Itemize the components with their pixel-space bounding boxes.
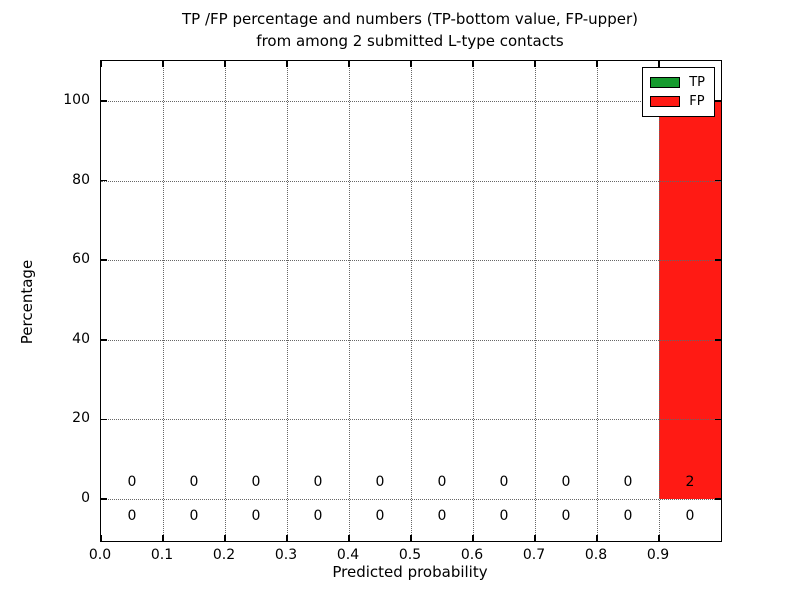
y-tickmark-right [715,498,721,500]
x-gridline [535,61,536,541]
chart-title-line2: from among 2 submitted L-type contacts [256,32,564,50]
x-tick-label: 0.5 [398,547,422,563]
y-tick-label: 80 [72,171,90,188]
tp-count-label: 0 [189,508,199,525]
x-tickmark-top [410,61,412,67]
x-tickmark-bottom [472,535,474,541]
x-gridline [349,61,350,541]
x-tickmark-top [472,61,474,67]
fp-count-label: 0 [561,473,571,490]
fp-legend-swatch-icon [650,96,681,107]
x-axis-label: Predicted probability [332,563,488,581]
x-gridline [225,61,226,541]
y-tickmark-left [101,339,107,341]
tp-legend-label: TP [689,75,705,90]
x-tickmark-top [534,61,536,67]
y-tickmark-right [715,179,721,182]
x-tick-label: 0.7 [522,547,546,563]
tp-count-label: 0 [437,508,447,525]
x-tickmark-top [596,61,598,67]
y-tick-label: 0 [81,490,90,506]
tp-count-label: 0 [623,508,633,525]
y-tickmark-left [101,418,107,421]
legend-item-fp: FP [650,92,705,111]
x-tickmark-top [348,61,350,67]
x-tickmark-top [224,61,226,67]
ticks-layer [100,61,721,541]
y-tick-label: 60 [72,251,90,268]
x-tick-label: 0.0 [88,547,112,563]
grid-layer [101,61,721,541]
x-tick-label: 0.1 [150,547,174,563]
x-tickmark-bottom [162,535,164,541]
tp-count-label: 0 [561,508,571,525]
x-tickmark-top [658,61,660,67]
x-tickmark-bottom [348,535,350,541]
tp-count-label: 0 [375,508,385,525]
chart-title-line1: TP /FP percentage and numbers (TP-bottom… [182,10,638,28]
fp-bar [659,101,721,499]
y-tickmark-right [715,259,721,261]
x-tickmark-top [162,61,164,67]
tp-count-label: 0 [251,508,261,525]
x-tickmark-bottom [286,535,288,541]
y-tickmark-right [715,418,721,421]
fp-count-label: 0 [251,473,261,490]
y-tickmark-left [101,259,107,261]
fp-count-label: 0 [437,473,447,490]
tp-legend-swatch-icon [650,77,681,88]
y-tickmark-left [101,498,107,500]
y-tick-label: 40 [72,330,90,347]
tp-count-label: 0 [499,508,509,525]
x-gridline [411,61,412,541]
x-tick-label: 0.9 [646,547,670,563]
x-gridline [287,61,288,541]
bars-layer [101,61,721,541]
count-labels-layer: 0 0 0 0 0 0 0 0 0 0 0 0 0 0 0 0 0 0 0 2 [101,61,721,541]
fp-count-label: 0 [375,473,385,490]
tp-count-label: 0 [127,508,137,525]
fp-count-label: 0 [189,473,199,490]
y-tickmark-right [715,339,721,341]
fp-count-label: 0 [127,473,137,490]
tp-count-label: 0 [685,508,695,525]
y-tickmark-left [101,100,107,102]
x-tickmark-bottom [596,535,598,541]
x-gridline [597,61,598,541]
fp-count-label: 0 [623,473,633,490]
legend: TP FP [642,67,715,117]
x-gridline [473,61,474,541]
x-tick-label: 0.2 [212,547,236,563]
x-gridline [659,61,660,541]
x-tickmark-bottom [658,535,660,541]
x-tick-label: 0.4 [336,547,360,563]
x-tickmark-top [286,61,288,67]
fp-count-label: 2 [685,473,695,490]
x-tick-label: 0.6 [460,547,484,563]
legend-item-tp: TP [650,73,705,92]
x-tickmark-bottom [410,535,412,541]
x-gridline [163,61,164,541]
tp-count-label: 0 [313,508,323,525]
fp-count-label: 0 [499,473,509,490]
x-tickmark-bottom [224,535,226,541]
fp-count-label: 0 [313,473,323,490]
x-tickmark-bottom [100,535,102,541]
y-tickmark-left [101,179,107,182]
x-tickmark-bottom [534,535,536,541]
x-tickmark-top [100,61,102,67]
chart-title: TP /FP percentage and numbers (TP-bottom… [100,8,720,52]
plot-area: 0 0 0 0 0 0 0 0 0 0 0 0 0 0 0 0 0 0 0 2 TP FP [100,60,722,542]
y-tick-label: 20 [72,410,90,427]
y-tick-label: 100 [63,92,90,108]
x-tick-label: 0.8 [584,547,608,563]
x-tick-label: 0.3 [274,547,298,563]
y-tickmark-right [715,100,721,102]
fp-legend-label: FP [689,94,705,109]
